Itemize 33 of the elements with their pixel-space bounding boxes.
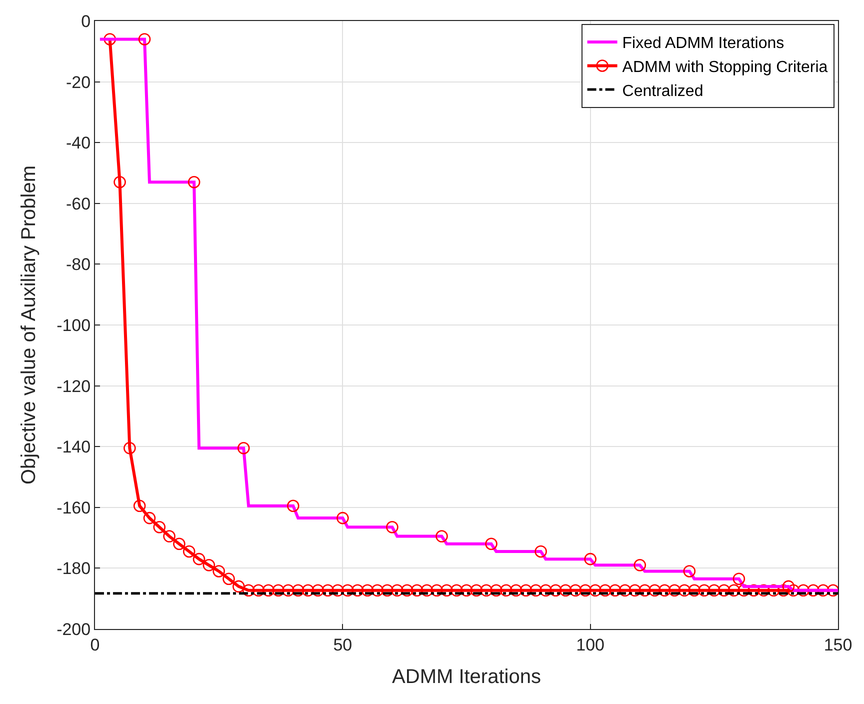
point (336, 512, 349, 524)
point (436, 530, 448, 542)
legend-label: Centralized (622, 82, 704, 100)
point (534, 545, 547, 558)
point (286, 500, 300, 512)
y-axis-title: Objective value of Auxiliary Problem (18, 165, 40, 485)
point (584, 552, 596, 566)
y-tick-label: -60 (66, 194, 91, 214)
x-tick-label: 150 (824, 635, 852, 654)
point (683, 565, 696, 578)
point (485, 538, 498, 550)
point (138, 33, 151, 46)
point (188, 176, 200, 188)
x-axis-title: ADMM Iterations (392, 666, 541, 688)
point (386, 521, 398, 534)
y-tick-label: -180 (56, 559, 91, 578)
legend-label: Fixed ADMM Iterations (622, 35, 784, 52)
y-tick-label: -40 (66, 134, 91, 153)
point (634, 559, 646, 572)
y-tick-label: -80 (66, 255, 91, 274)
legend-label: ADMM with Stopping Criteria (622, 58, 828, 76)
point (782, 580, 795, 593)
x-tick-label: 100 (576, 635, 605, 654)
y-tick-label: -140 (56, 438, 91, 457)
point (732, 572, 746, 585)
y-tick-label: -20 (66, 72, 91, 92)
y-tick-label: -200 (56, 620, 91, 639)
y-tick-label: -100 (56, 316, 91, 335)
point (237, 442, 250, 454)
y-tick-label: -160 (56, 498, 91, 518)
x-tick-label: 50 (333, 635, 352, 654)
y-tick-label: -120 (56, 376, 91, 396)
y-tick-label: 0 (81, 12, 91, 31)
